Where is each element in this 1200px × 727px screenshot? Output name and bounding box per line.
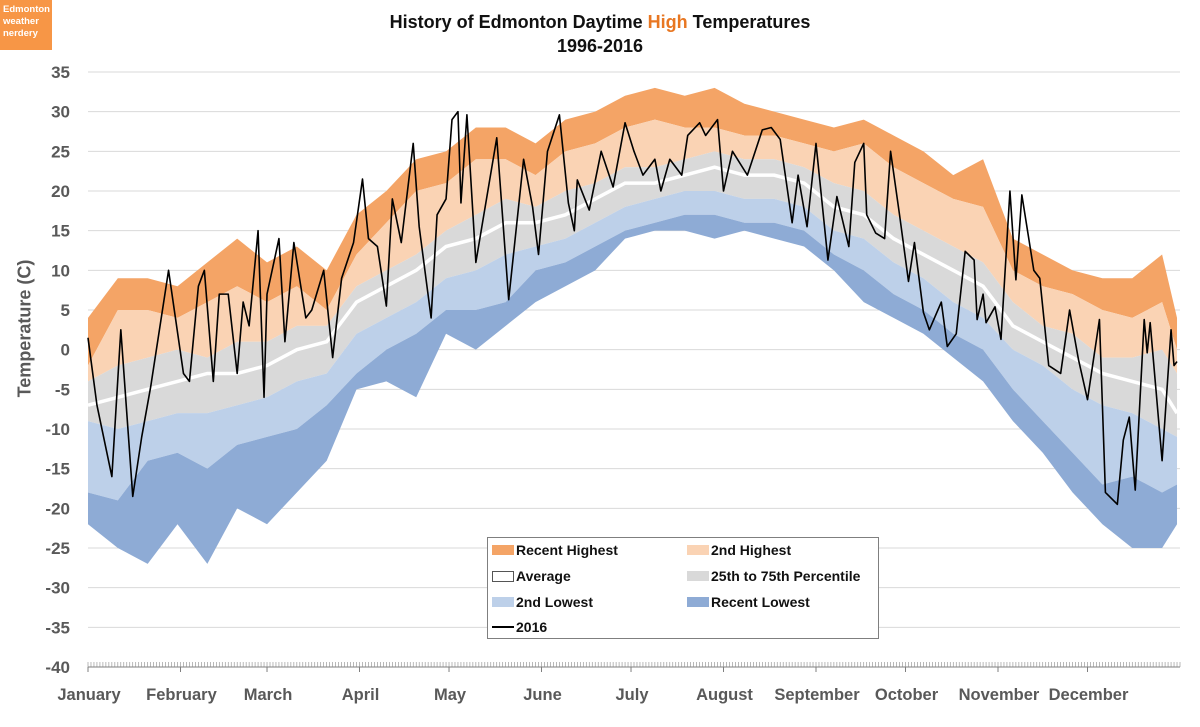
legend-item-percentile: 25th to 75th Percentile [687,568,860,584]
logo-text: nerdery [3,28,38,39]
chart-subtitle: 1996-2016 [556,36,644,56]
legend-item-2016: 2016 [492,619,547,635]
title-part: History of Edmonton Daytime [389,12,648,32]
area-recent-lowest [88,214,1178,564]
x-tick-label: September [774,686,860,704]
title-part: Temperatures [687,12,811,32]
x-tick-label: October [875,686,939,704]
legend-item-recent-highest: Recent Highest [492,542,618,558]
legend-swatch [687,545,709,555]
x-tick-label: June [523,686,562,704]
legend-swatch [492,597,514,607]
y-tick-label: 15 [51,222,70,241]
y-tick-label: 10 [51,261,70,280]
y-tick-label: 30 [51,103,70,122]
y-tick-label: -35 [45,618,70,637]
legend-item-2nd-lowest: 2nd Lowest [492,594,593,610]
x-tick-label: March [244,686,293,704]
y-tick-label: -15 [45,460,70,479]
logo-text: Edmonton [3,4,50,15]
x-tick-label: July [616,686,650,704]
x-tick-label: May [434,686,467,704]
x-tick-label: April [342,686,380,704]
x-tick-label: December [1049,686,1129,704]
logo-badge: Edmonton weather nerdery [0,0,52,50]
x-tick-label: August [696,686,753,704]
area-recent-highest [88,87,1178,366]
legend-label: 25th to 75th Percentile [711,568,861,584]
x-tick-label: November [959,686,1040,704]
legend-swatch [492,545,514,555]
legend-label: 2016 [516,619,548,635]
y-tick-label: 5 [61,301,70,320]
legend-swatch [492,570,514,582]
line-2016 [87,110,1178,506]
chart-title: History of Edmonton Daytime High Tempera… [0,10,1200,58]
legend-label: 2nd Lowest [516,594,594,610]
legend-item-recent-lowest: Recent Lowest [687,594,810,610]
y-tick-label: -5 [55,380,70,399]
y-tick-label: 20 [51,182,70,201]
y-tick-label: -30 [45,579,70,598]
legend-label: 2nd Highest [711,542,792,558]
legend-label: Recent Lowest [711,594,810,610]
logo-text: weather [3,16,39,27]
legend-item-average: Average [492,568,571,584]
area-25th-75th-percentile [88,151,1178,437]
line-average [87,165,1179,415]
legend-swatch [687,597,709,607]
y-tick-label: 35 [51,63,70,82]
legend-swatch [687,571,709,581]
y-tick-label: -40 [45,658,70,677]
y-tick-label: 0 [61,341,70,360]
x-tick-label: February [146,686,217,704]
area-2nd-lowest [88,191,1178,501]
y-tick-label: 25 [51,142,70,161]
x-tick-label: January [57,686,121,704]
legend: Recent Highest 2nd Highest Average 25th … [487,537,879,639]
title-highlight: High [647,12,688,32]
area-2nd-highest [88,119,1178,382]
legend-item-2nd-highest: 2nd Highest [687,542,791,558]
y-tick-label: -20 [45,499,70,518]
legend-label: Average [516,568,571,584]
legend-label: Recent Highest [516,542,618,558]
y-tick-label: -10 [45,420,70,439]
y-tick-label: -25 [45,539,70,558]
legend-swatch [492,626,514,628]
